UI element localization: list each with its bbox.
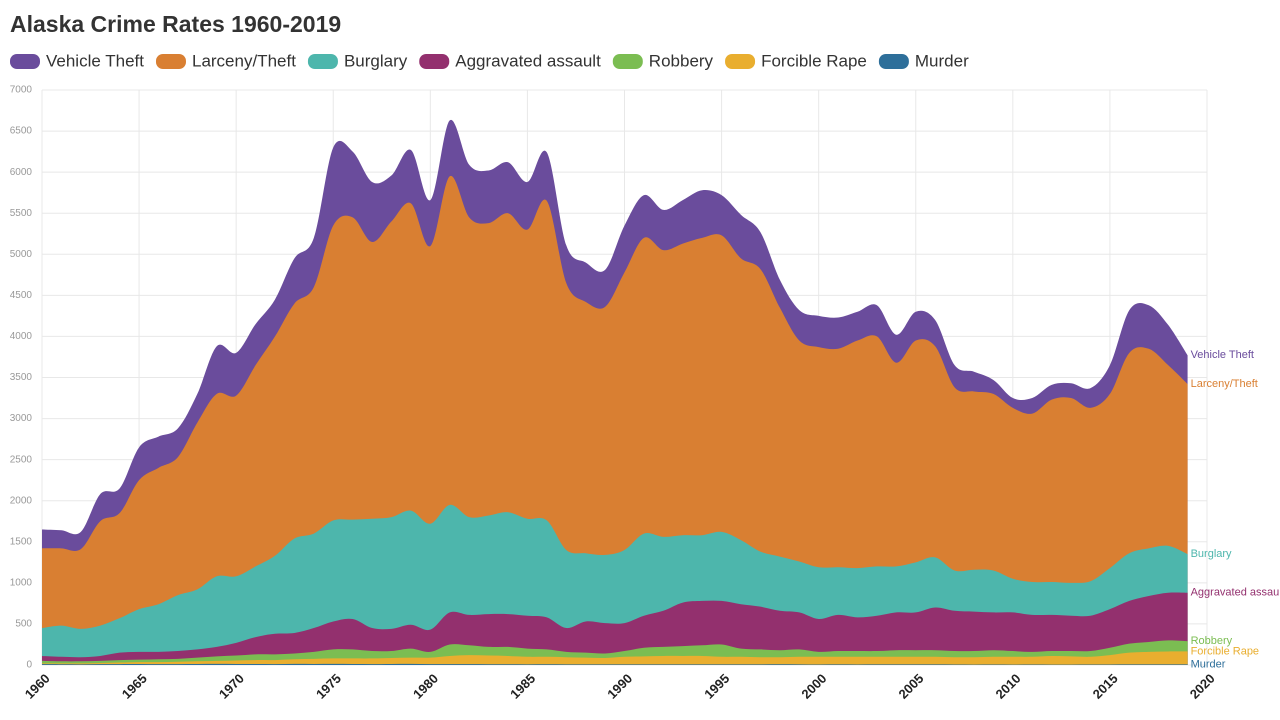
- end-label: Vehicle Theft: [1191, 349, 1254, 361]
- legend-swatch: [878, 54, 909, 69]
- legend-swatch: [725, 54, 756, 69]
- end-label: Forcible Rape: [1191, 645, 1259, 657]
- x-tick-label: 2005: [895, 671, 926, 702]
- legend-label: Murder: [915, 51, 969, 70]
- y-tick-label: 1500: [10, 536, 33, 547]
- x-tick-label: 2015: [1090, 671, 1121, 702]
- legend-label: Robbery: [649, 51, 714, 70]
- x-tick-label: 2020: [1187, 671, 1218, 702]
- y-tick-label: 500: [15, 619, 32, 630]
- y-tick-label: 6000: [10, 167, 33, 178]
- y-tick-label: 2000: [10, 495, 33, 506]
- legend-swatch: [10, 54, 40, 69]
- y-tick-label: 5500: [10, 208, 33, 219]
- area: [42, 651, 1188, 665]
- y-tick-label: 3500: [10, 372, 33, 383]
- x-tick-label: 1960: [22, 671, 53, 702]
- legend-swatch: [155, 54, 186, 69]
- x-tick-label: 1970: [216, 671, 247, 702]
- y-tick-label: 3000: [10, 413, 33, 424]
- end-label: Robbery: [1191, 635, 1233, 647]
- plot-area: [42, 119, 1188, 665]
- x-tick-label: 1985: [507, 671, 538, 702]
- y-tick-label: 0: [26, 660, 32, 671]
- x-tick-label: 2000: [798, 671, 829, 702]
- x-tick-label: 1980: [410, 671, 441, 702]
- x-tick-label: 1995: [701, 671, 732, 702]
- area: [42, 592, 1188, 665]
- x-tick-label: 1990: [604, 671, 635, 702]
- end-label: Aggravated assault: [1191, 587, 1280, 599]
- y-tick-label: 2500: [10, 454, 33, 465]
- y-tick-label: 4500: [10, 290, 33, 301]
- y-tick-label: 1000: [10, 577, 33, 588]
- legend-label: Burglary: [344, 51, 408, 70]
- x-tick-label: 2010: [993, 671, 1024, 702]
- legend-swatch: [612, 54, 643, 69]
- y-tick-label: 7000: [10, 85, 33, 96]
- y-tick-label: 4000: [10, 331, 33, 342]
- legend-swatch: [307, 54, 338, 69]
- legend-label: Forcible Rape: [761, 51, 867, 70]
- area: [42, 663, 1188, 665]
- chart-title: Alaska Crime Rates 1960-2019: [10, 11, 341, 37]
- legend: Vehicle Theft Larceny/Theft Burglary Aggrav…: [10, 51, 969, 70]
- legend-label: Larceny/Theft: [192, 51, 296, 70]
- x-tick-label: 1965: [119, 671, 150, 702]
- legend-swatch: [419, 54, 450, 69]
- legend-label: Vehicle Theft: [46, 51, 144, 70]
- y-tick-label: 6500: [10, 126, 33, 137]
- y-tick-label: 5000: [10, 249, 33, 260]
- end-label: Burglary: [1191, 548, 1232, 560]
- end-label: Murder: [1191, 658, 1226, 670]
- end-label: Larceny/Theft: [1191, 378, 1258, 390]
- legend-label: Aggravated assault: [455, 51, 601, 70]
- x-tick-label: 1975: [313, 671, 344, 702]
